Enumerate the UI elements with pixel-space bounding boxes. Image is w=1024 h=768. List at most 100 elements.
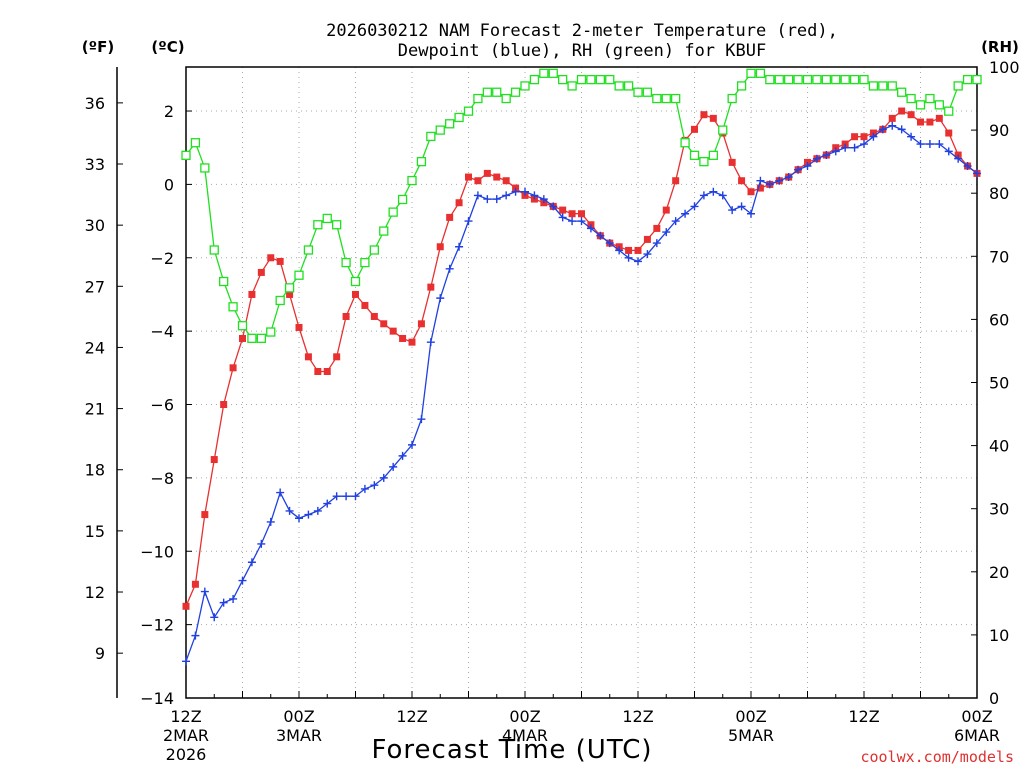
- rh-point: [680, 138, 690, 148]
- rh-point: [736, 81, 747, 91]
- temperature-point: [935, 114, 943, 122]
- dewpoint-point: [276, 488, 285, 497]
- rh-point: [426, 131, 436, 142]
- dewpoint-point: [342, 492, 351, 501]
- temperature-point: [888, 114, 896, 122]
- x-tick-label: 00Z: [283, 707, 314, 726]
- temperature-point: [709, 114, 717, 122]
- rh-point: [727, 93, 737, 104]
- rh-point: [906, 93, 916, 104]
- temperature-point: [851, 133, 859, 141]
- temperature-point: [917, 118, 924, 126]
- fahrenheit-tick-label: 30: [85, 216, 105, 235]
- dewpoint-point: [521, 187, 529, 196]
- dewpoint-point: [775, 176, 784, 185]
- temperature-point: [408, 338, 416, 346]
- rh-point: [360, 257, 370, 268]
- plot-area: [181, 68, 982, 666]
- x-tick-label: 4MAR: [502, 726, 548, 745]
- rh-point: [388, 207, 398, 217]
- dewpoint-point: [219, 598, 228, 607]
- rh-point: [247, 333, 257, 343]
- axes: [116, 66, 978, 699]
- rh-point: [774, 74, 784, 85]
- x-tick-label: 2026: [166, 745, 207, 764]
- rh-point: [699, 156, 709, 167]
- fahrenheit-tick-label: 15: [85, 522, 105, 541]
- dewpoint-point: [634, 257, 642, 266]
- rh-point: [614, 81, 624, 91]
- dewpoint-point: [436, 294, 445, 303]
- dewpoint-point: [756, 176, 765, 185]
- rh-point: [482, 87, 492, 97]
- temperature-point: [304, 353, 312, 361]
- temperature-point: [860, 133, 868, 141]
- rh-point: [379, 226, 389, 236]
- fahrenheit-tick-label: 21: [85, 400, 105, 419]
- temperature-point: [672, 177, 680, 185]
- temperature-point: [399, 334, 407, 342]
- dewpoint-point: [954, 154, 963, 163]
- temperature-point: [493, 173, 501, 181]
- temperature-point: [389, 327, 397, 335]
- temperature-point: [342, 312, 350, 320]
- dewpoint-point: [247, 558, 256, 567]
- rh-point: [219, 276, 229, 287]
- x-tick-label: 6MAR: [954, 726, 1000, 745]
- rh-point: [473, 93, 483, 104]
- rh-point: [181, 150, 191, 160]
- dewpoint-point: [794, 165, 803, 174]
- rh-tick-label: 40: [989, 437, 1009, 456]
- rh-tick-label: 50: [989, 374, 1009, 393]
- dewpoint-point: [907, 132, 916, 141]
- x-axis-label: Forecast Time (UTC): [371, 735, 652, 765]
- rh-point: [925, 93, 935, 104]
- dewpoint-point: [332, 492, 341, 501]
- temperature-point: [239, 334, 246, 342]
- rh-point: [878, 81, 888, 91]
- dewpoint-point: [671, 217, 680, 226]
- rh-point: [642, 87, 653, 97]
- rh-point: [332, 220, 342, 230]
- fahrenheit-tick-label: 18: [85, 461, 105, 480]
- rh-point: [802, 74, 813, 85]
- dewpoint-point: [360, 484, 369, 493]
- dewpoint-point: [200, 587, 209, 596]
- fahrenheit-tick-label: 24: [85, 338, 105, 357]
- temperature-point: [700, 111, 708, 119]
- dewpoint-point: [596, 231, 605, 240]
- celsius-axis-unit: (ºC): [151, 38, 184, 56]
- dewpoint-point: [935, 140, 944, 149]
- rh-point: [831, 74, 841, 85]
- dewpoint-point: [916, 140, 925, 149]
- rh-point: [595, 74, 605, 85]
- dewpoint-point: [822, 151, 831, 160]
- rh-point: [322, 213, 332, 224]
- rh-axis-unit: (RH): [981, 38, 1019, 56]
- temperature-point: [220, 401, 228, 409]
- rh-tick-label: 100: [989, 58, 1020, 77]
- temperature-point: [738, 177, 746, 185]
- dewpoint-point: [643, 250, 652, 259]
- temperature-point: [323, 367, 331, 375]
- celsius-tick-label: −2: [150, 249, 174, 268]
- temperature-point: [728, 158, 736, 166]
- rh-point: [840, 74, 850, 85]
- series-1: [182, 121, 981, 666]
- dewpoint-point: [568, 217, 577, 226]
- rh-point: [897, 87, 907, 97]
- celsius-tick-label: −10: [140, 542, 174, 561]
- rh-point: [718, 125, 728, 135]
- dewpoint-point: [492, 195, 501, 204]
- dewpoint-point: [841, 143, 850, 152]
- rh-point: [652, 93, 662, 104]
- celsius-tick-label: −14: [140, 689, 174, 708]
- dewpoint-point: [973, 169, 981, 178]
- rh-point: [492, 87, 502, 97]
- rh-point: [793, 74, 803, 85]
- temperature-point: [201, 511, 209, 519]
- dewpoint-point: [812, 154, 821, 163]
- celsius-tick-label: −6: [150, 396, 174, 415]
- x-tick-label: 00Z: [509, 707, 540, 726]
